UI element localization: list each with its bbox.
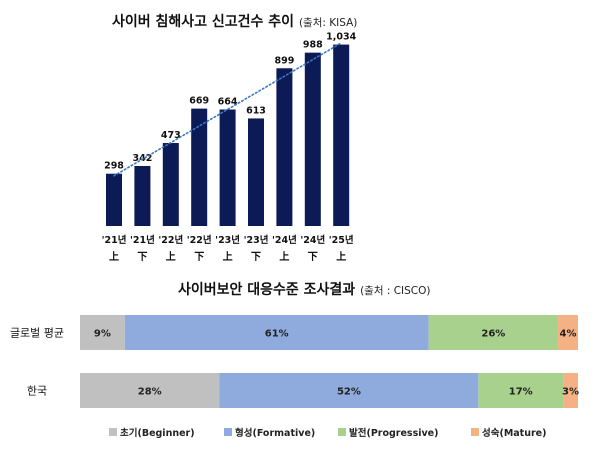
chart1-title-main: 사이버 침해사고 신고건수 추이 [112,14,295,30]
row-label-0: 글로벌 평균 [10,327,64,340]
segment-label-0-2: 26% [481,329,505,340]
segment-0-0 [80,315,125,350]
segment-1-2 [478,373,564,408]
chart2-title-source: (출처 : CISCO) [360,285,431,297]
legend-swatch-2 [338,428,346,436]
row-label-1: 한국 [27,385,47,398]
bar-0 [106,173,122,226]
x-tick-half-6: 上 [279,250,289,263]
x-tick-half-0: 上 [109,250,119,263]
segment-label-1-3: 3% [562,387,579,398]
x-tick-year-7: '24년 [300,234,325,246]
x-tick-half-2: 上 [166,250,176,263]
chart2-title: 사이버보안 대응수준 조사결과 (출처 : CISCO) [178,279,430,299]
x-tick-half-4: 上 [223,250,233,263]
bar-value-label-3: 669 [189,96,209,107]
segment-label-0-3: 4% [560,329,577,340]
legend-swatch-0 [109,428,117,436]
bar-value-label-8: 1,034 [326,32,356,43]
bar-value-label-5: 613 [246,105,266,116]
segment-label-1-2: 17% [509,387,533,398]
segment-1-3 [563,373,578,408]
bar-value-label-2: 473 [161,130,181,141]
legend-swatch-3 [471,428,479,436]
segment-1-1 [219,373,479,408]
x-tick-year-1: '21년 [130,234,155,246]
chart2-title-main: 사이버보안 대응수준 조사결과 [178,282,356,298]
bar-3 [191,108,208,226]
x-tick-year-2: '22년 [158,234,183,246]
chart1-title-source: (출처: KISA) [298,17,358,29]
segment-label-0-0: 9% [94,329,111,340]
trendline [113,42,343,177]
x-tick-year-4: '23년 [215,234,240,246]
bar-6 [276,68,293,227]
bar-value-label-7: 988 [303,40,323,51]
x-tick-year-3: '22년 [187,234,212,246]
segment-label-1-0: 28% [138,387,162,398]
legend-swatch-1 [224,428,232,436]
segment-1-0 [80,373,220,408]
x-tick-year-8: '25년 [329,234,354,246]
x-tick-half-1: 下 [137,251,147,263]
legend-label-3: 성숙(Mature) [482,427,546,439]
segment-label-0-1: 61% [265,329,289,340]
legend-label-0: 초기(Beginner) [120,427,195,439]
x-tick-year-5: '23년 [244,234,269,246]
x-tick-half-8: 上 [336,250,346,263]
bar-1 [134,165,151,226]
segment-label-1-1: 52% [337,387,361,398]
bar-value-label-4: 664 [218,96,238,107]
segment-0-1 [124,315,429,350]
x-tick-year-6: '24년 [272,234,297,246]
chart1-title: 사이버 침해사고 신고건수 추이 (출처: KISA) [112,11,357,31]
bar-7 [304,52,321,226]
legend-label-2: 발전(Progressive) [349,427,438,439]
bar-2 [162,143,179,226]
segment-0-2 [428,315,559,350]
bar-value-label-0: 298 [104,161,124,172]
x-tick-half-7: 下 [308,251,318,263]
segment-0-3 [558,315,578,350]
x-tick-half-5: 下 [251,251,261,263]
legend-label-1: 형성(Formative) [235,427,315,439]
bar-5 [248,118,264,226]
bar-value-label-6: 899 [274,55,294,66]
x-tick-year-0: '21년 [102,234,127,246]
bar-4 [219,109,236,226]
x-tick-half-3: 下 [194,251,204,263]
bar-8 [333,44,350,226]
